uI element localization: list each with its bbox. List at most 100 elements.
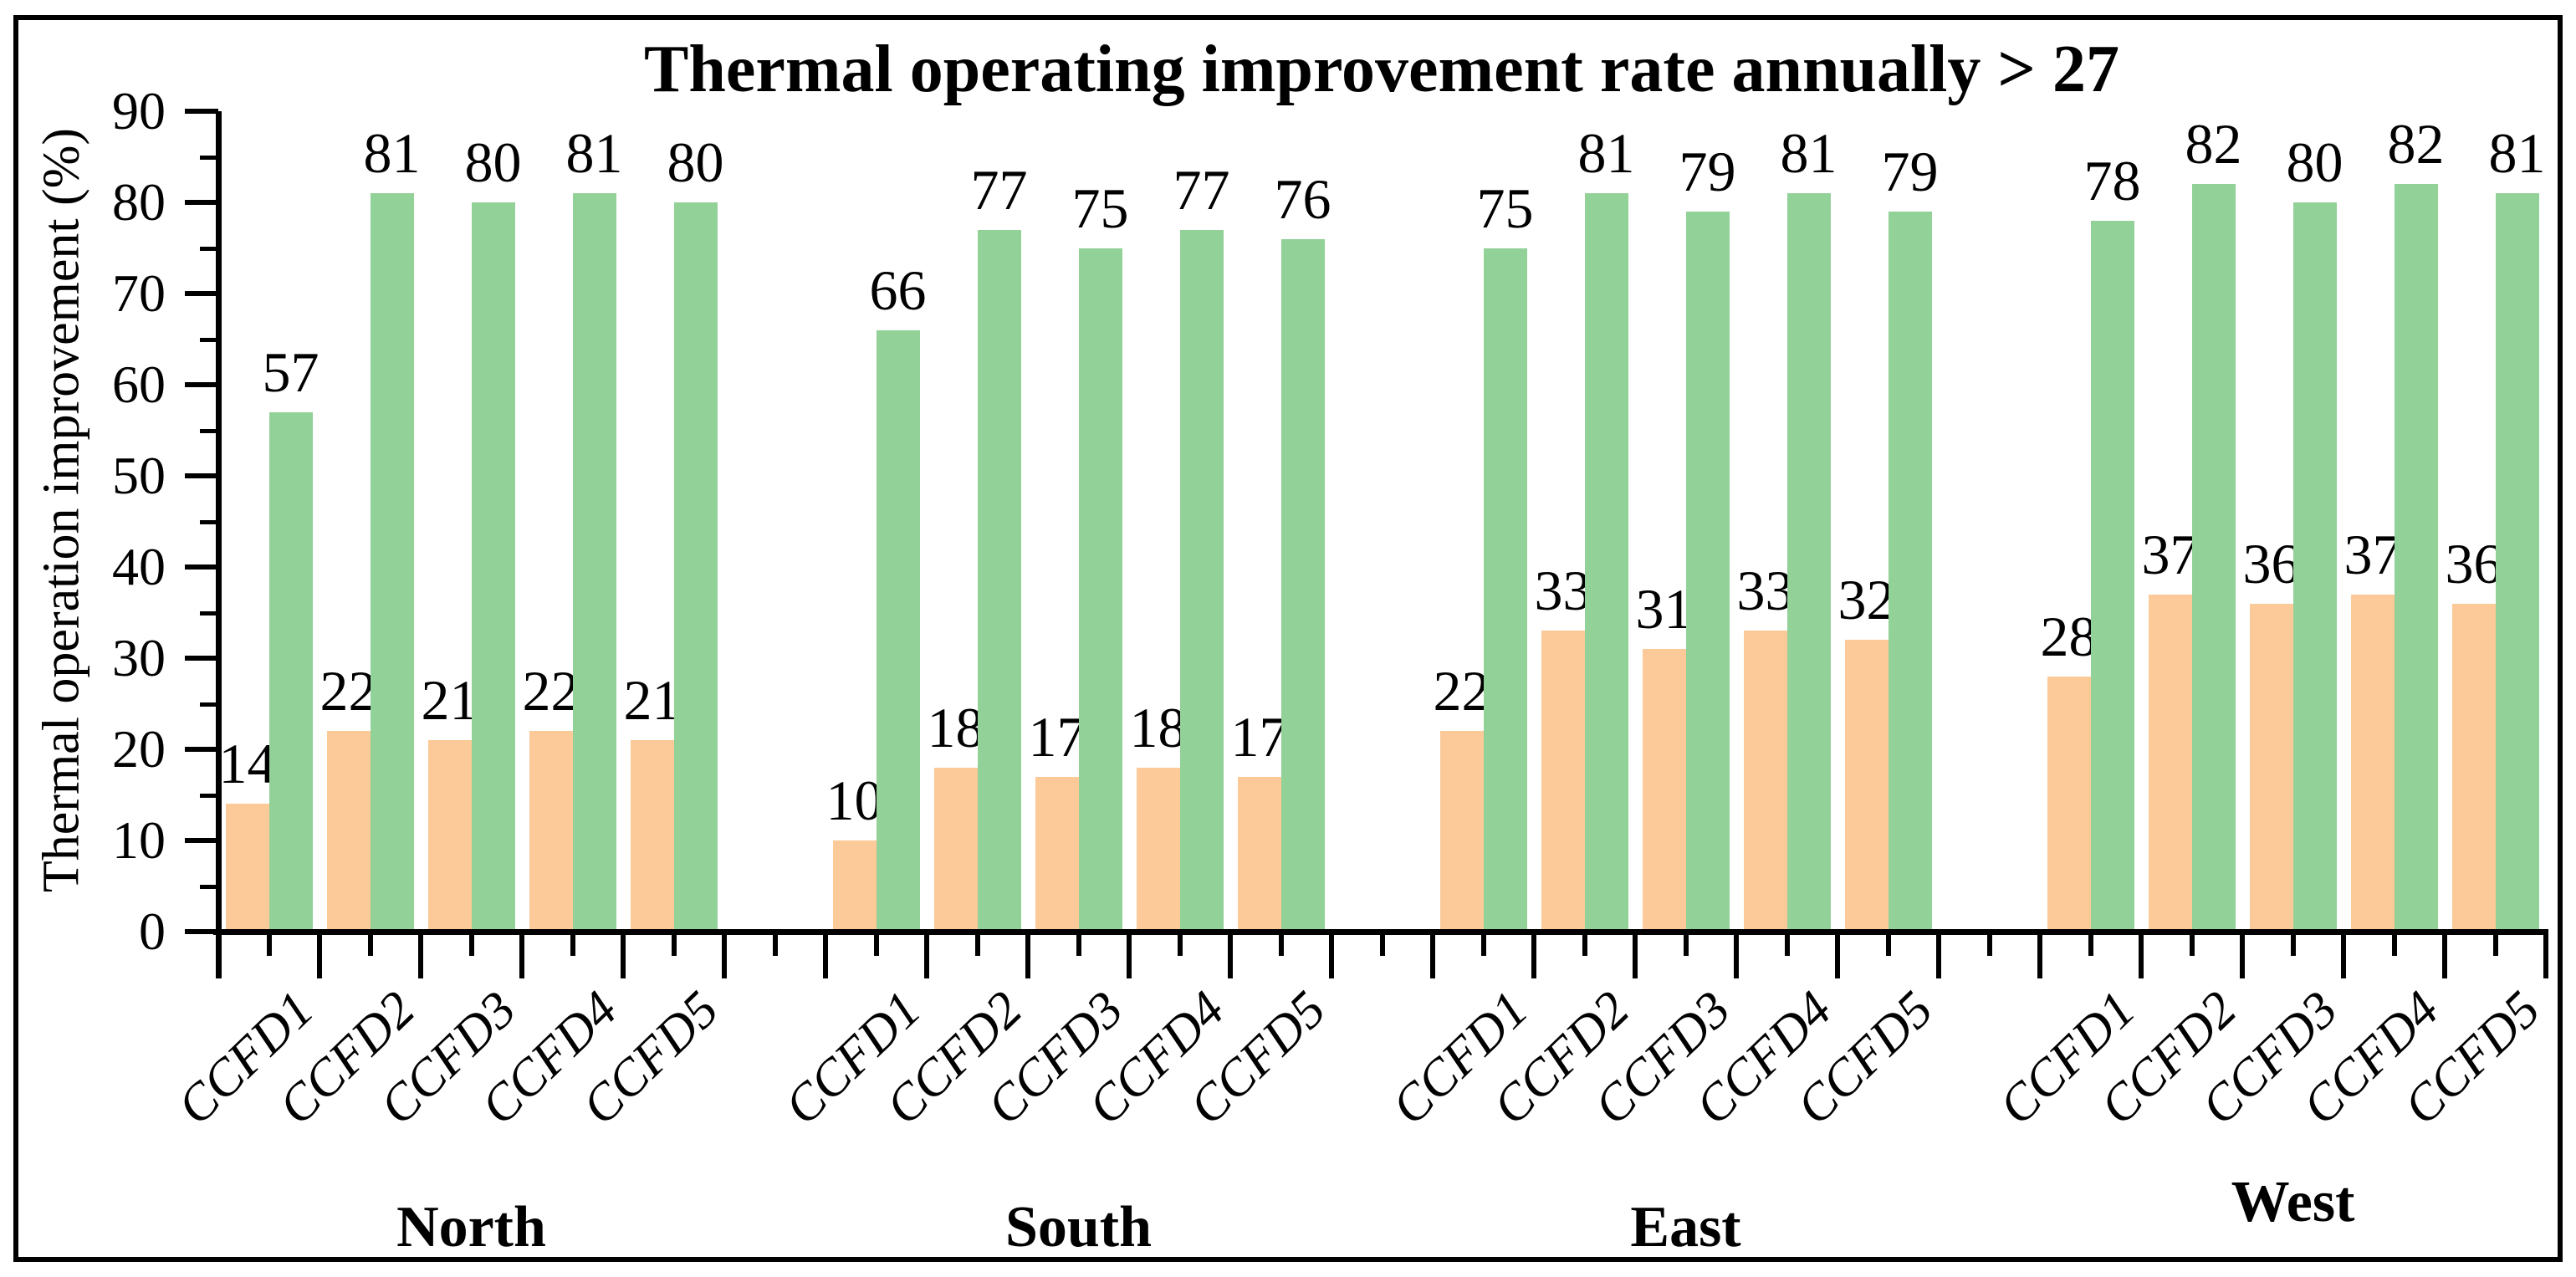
- bar-value-label-green-South-CCFD4: 77: [1173, 157, 1230, 222]
- y-minor-tick: [200, 610, 218, 616]
- bar-value-label-orange-West-CCFD5: 36: [2445, 531, 2502, 595]
- bar-value-label-green-North-CCFD3: 80: [464, 130, 522, 194]
- bar-orange-East-CCFD2: [1541, 631, 1585, 935]
- bar-value-label-orange-North-CCFD1: 14: [218, 732, 276, 796]
- x-major-tick: [1936, 934, 1941, 978]
- y-major-tick: [185, 747, 218, 752]
- bar-green-East-CCFD5: [1888, 211, 1932, 935]
- group-label-west: West: [2231, 1170, 2355, 1234]
- bar-green-West-CCFD5: [2495, 193, 2539, 935]
- bar-value-label-green-East-CCFD5: 79: [1881, 139, 1939, 203]
- bar-green-North-CCFD5: [673, 202, 718, 935]
- x-major-tick: [924, 934, 929, 978]
- x-minor-tick: [1278, 934, 1284, 956]
- group-label-north: North: [396, 1195, 546, 1259]
- bar-orange-North-CCFD1: [225, 804, 269, 935]
- bar-orange-North-CCFD5: [630, 740, 674, 935]
- x-minor-tick: [772, 934, 778, 956]
- bar-value-label-orange-West-CCFD1: 28: [2040, 604, 2098, 668]
- bar-value-label-orange-East-CCFD3: 31: [1635, 577, 1693, 641]
- x-major-tick: [823, 934, 828, 978]
- bar-green-West-CCFD2: [2191, 184, 2236, 935]
- bar-orange-West-CCFD4: [2350, 594, 2395, 935]
- bar-green-East-CCFD2: [1584, 193, 1628, 935]
- bar-green-West-CCFD4: [2394, 184, 2438, 935]
- y-tick-label-70: 70: [112, 263, 166, 323]
- chart-outer-frame: [13, 15, 2563, 1262]
- y-minor-tick: [200, 428, 218, 433]
- y-tick-label-80: 80: [112, 172, 166, 232]
- y-tick-label-20: 20: [112, 719, 166, 779]
- bar-value-label-green-East-CCFD1: 75: [1476, 176, 1534, 240]
- x-minor-tick: [2088, 934, 2093, 956]
- x-minor-tick: [570, 934, 575, 956]
- x-major-tick: [519, 934, 524, 978]
- x-major-tick: [1734, 934, 1739, 978]
- x-minor-tick: [367, 934, 373, 956]
- bar-value-label-green-North-CCFD5: 80: [667, 130, 724, 194]
- bar-value-label-orange-West-CCFD3: 36: [2242, 531, 2300, 595]
- bar-value-label-orange-South-CCFD5: 17: [1230, 704, 1288, 769]
- y-tick-label-40: 40: [112, 537, 166, 596]
- bar-green-East-CCFD1: [1483, 248, 1527, 935]
- bar-value-label-green-North-CCFD4: 81: [565, 121, 623, 186]
- x-major-tick: [1127, 934, 1132, 978]
- x-major-tick: [722, 934, 727, 978]
- bar-green-North-CCFD4: [572, 193, 616, 935]
- bar-orange-South-CCFD4: [1136, 767, 1180, 935]
- x-major-tick: [2442, 934, 2447, 978]
- bar-green-East-CCFD4: [1786, 193, 1831, 935]
- x-major-tick: [1835, 934, 1840, 978]
- x-major-tick: [2341, 934, 2346, 978]
- x-major-tick: [2543, 934, 2548, 978]
- bar-green-South-CCFD4: [1179, 229, 1224, 935]
- bar-value-label-orange-West-CCFD2: 37: [2141, 522, 2199, 586]
- bar-value-label-orange-East-CCFD2: 33: [1534, 559, 1592, 623]
- bar-value-label-green-North-CCFD2: 81: [363, 121, 421, 186]
- bar-value-label-orange-North-CCFD2: 22: [319, 659, 377, 723]
- x-major-tick: [2037, 934, 2042, 978]
- bar-value-label-orange-East-CCFD4: 33: [1736, 559, 1794, 623]
- bar-green-North-CCFD2: [370, 193, 414, 935]
- x-minor-tick: [1480, 934, 1486, 956]
- x-minor-tick: [671, 934, 677, 956]
- bar-orange-East-CCFD1: [1439, 731, 1484, 935]
- x-minor-tick: [1379, 934, 1385, 956]
- bar-value-label-orange-North-CCFD5: 21: [623, 668, 681, 733]
- x-major-tick: [1531, 934, 1536, 978]
- x-minor-tick: [2189, 934, 2195, 956]
- x-major-tick: [2139, 934, 2144, 978]
- bar-value-label-orange-North-CCFD3: 21: [421, 668, 478, 733]
- x-minor-tick: [1885, 934, 1891, 956]
- bar-orange-South-CCFD3: [1035, 776, 1079, 935]
- y-major-tick: [185, 200, 218, 205]
- bar-value-label-orange-West-CCFD4: 37: [2343, 522, 2401, 586]
- x-minor-tick: [266, 934, 272, 956]
- y-minor-tick: [200, 519, 218, 524]
- y-major-tick: [185, 473, 218, 478]
- bar-green-South-CCFD2: [977, 229, 1021, 935]
- bar-orange-South-CCFD5: [1237, 776, 1281, 935]
- bar-orange-East-CCFD3: [1642, 649, 1686, 935]
- group-label-east: East: [1630, 1195, 1741, 1259]
- y-minor-tick: [200, 155, 218, 160]
- bar-value-label-green-West-CCFD1: 78: [2083, 148, 2141, 212]
- x-minor-tick: [974, 934, 980, 956]
- y-major-tick: [185, 656, 218, 661]
- bar-orange-East-CCFD4: [1743, 631, 1787, 935]
- x-major-tick: [317, 934, 322, 978]
- y-minor-tick: [200, 702, 218, 707]
- x-major-tick: [216, 934, 221, 978]
- x-major-tick: [418, 934, 423, 978]
- group-label-south: South: [1004, 1195, 1153, 1259]
- bar-green-North-CCFD1: [268, 411, 313, 935]
- bar-value-label-green-West-CCFD3: 80: [2286, 130, 2343, 194]
- x-minor-tick: [2391, 934, 2397, 956]
- y-major-tick: [185, 564, 218, 570]
- x-minor-tick: [2492, 934, 2498, 956]
- bar-value-label-orange-East-CCFD5: 32: [1837, 568, 1895, 632]
- bar-orange-North-CCFD3: [427, 740, 472, 935]
- chart-title: Thermal operating improvement rate annua…: [644, 33, 2119, 106]
- bar-value-label-green-East-CCFD2: 81: [1577, 121, 1635, 186]
